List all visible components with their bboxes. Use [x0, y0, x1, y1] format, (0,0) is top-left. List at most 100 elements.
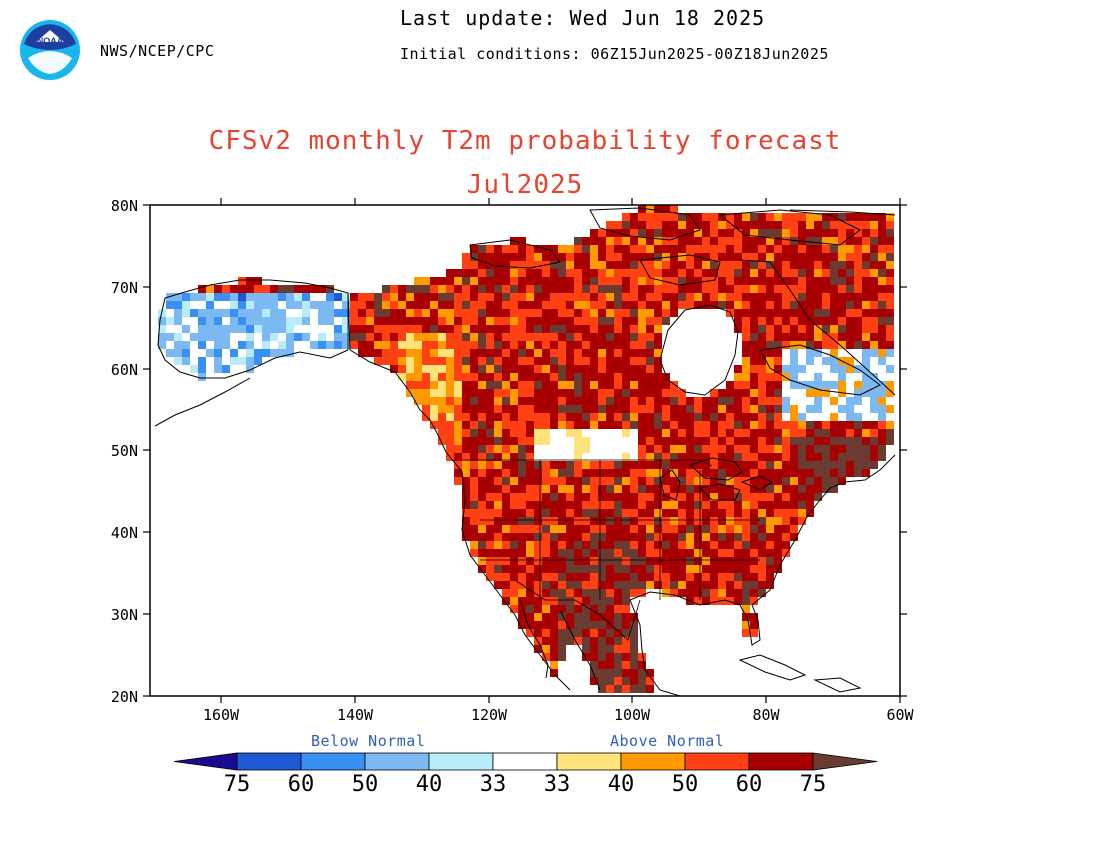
forecast-cell — [574, 253, 582, 261]
forecast-cell — [622, 237, 630, 245]
forecast-cell — [710, 221, 718, 229]
forecast-cell — [614, 661, 622, 669]
forecast-cell — [542, 653, 550, 661]
forecast-cell — [694, 485, 702, 493]
forecast-cell — [486, 501, 494, 509]
forecast-cell — [838, 381, 846, 389]
forecast-cell — [582, 413, 590, 421]
forecast-cell — [774, 229, 782, 237]
forecast-cell — [510, 509, 518, 517]
forecast-cell — [686, 573, 694, 581]
forecast-cell — [702, 261, 710, 269]
forecast-cell — [606, 405, 614, 413]
forecast-cell — [182, 293, 190, 301]
forecast-cell — [750, 229, 758, 237]
forecast-cell — [582, 597, 590, 605]
forecast-cell — [758, 453, 766, 461]
forecast-cell — [638, 373, 646, 381]
forecast-cell — [862, 373, 870, 381]
forecast-cell — [862, 293, 870, 301]
forecast-cell — [486, 413, 494, 421]
forecast-cell — [382, 301, 390, 309]
forecast-cell — [814, 461, 822, 469]
forecast-cell — [574, 405, 582, 413]
forecast-cell — [606, 429, 614, 437]
forecast-cell — [742, 565, 750, 573]
forecast-cell — [454, 397, 462, 405]
forecast-cell — [654, 261, 662, 269]
forecast-cell — [838, 221, 846, 229]
forecast-cell — [278, 349, 286, 357]
forecast-cell — [622, 605, 630, 613]
forecast-cell — [742, 453, 750, 461]
forecast-cell — [406, 317, 414, 325]
forecast-cell — [606, 485, 614, 493]
forecast-cell — [574, 453, 582, 461]
forecast-cell — [662, 285, 670, 293]
forecast-cell — [878, 285, 886, 293]
forecast-cell — [582, 509, 590, 517]
forecast-cell — [566, 373, 574, 381]
forecast-cell — [742, 605, 750, 613]
forecast-cell — [590, 261, 598, 269]
forecast-cell — [870, 397, 878, 405]
forecast-cell — [574, 565, 582, 573]
forecast-cell — [806, 285, 814, 293]
forecast-cell — [166, 317, 174, 325]
forecast-cell — [654, 437, 662, 445]
forecast-cell — [806, 493, 814, 501]
forecast-cell — [606, 381, 614, 389]
forecast-cell — [494, 485, 502, 493]
forecast-cell — [526, 333, 534, 341]
forecast-cell — [846, 277, 854, 285]
forecast-cell — [510, 389, 518, 397]
forecast-cell — [486, 493, 494, 501]
forecast-cell — [526, 461, 534, 469]
forecast-cell — [246, 325, 254, 333]
forecast-cell — [502, 333, 510, 341]
forecast-cell — [582, 477, 590, 485]
forecast-cell — [574, 413, 582, 421]
forecast-cell — [774, 469, 782, 477]
forecast-cell — [718, 405, 726, 413]
forecast-cell — [206, 349, 214, 357]
forecast-cell — [542, 517, 550, 525]
forecast-cell — [542, 549, 550, 557]
forecast-cell — [886, 277, 894, 285]
forecast-cell — [646, 237, 654, 245]
forecast-cell — [542, 573, 550, 581]
forecast-cell — [614, 389, 622, 397]
forecast-cell — [430, 301, 438, 309]
forecast-cell — [630, 357, 638, 365]
forecast-cell — [494, 461, 502, 469]
forecast-cell — [390, 293, 398, 301]
forecast-cell — [590, 581, 598, 589]
forecast-cell — [766, 509, 774, 517]
forecast-cell — [446, 373, 454, 381]
forecast-cell — [766, 517, 774, 525]
forecast-cell — [718, 413, 726, 421]
forecast-cell — [510, 597, 518, 605]
forecast-cell — [830, 245, 838, 253]
forecast-cell — [622, 573, 630, 581]
forecast-cell — [598, 605, 606, 613]
forecast-cell — [726, 277, 734, 285]
forecast-cell — [510, 325, 518, 333]
forecast-cell — [734, 437, 742, 445]
forecast-cell — [622, 453, 630, 461]
forecast-cell — [638, 477, 646, 485]
forecast-cell — [662, 261, 670, 269]
forecast-cell — [630, 245, 638, 253]
forecast-cell — [678, 245, 686, 253]
forecast-cell — [454, 421, 462, 429]
forecast-cell — [774, 445, 782, 453]
forecast-cell — [478, 365, 486, 373]
forecast-cell — [854, 277, 862, 285]
forecast-cell — [822, 317, 830, 325]
forecast-cell — [838, 445, 846, 453]
forecast-cell — [454, 349, 462, 357]
forecast-cell — [566, 469, 574, 477]
forecast-cell — [542, 357, 550, 365]
forecast-cell — [886, 229, 894, 237]
forecast-cell — [814, 453, 822, 461]
